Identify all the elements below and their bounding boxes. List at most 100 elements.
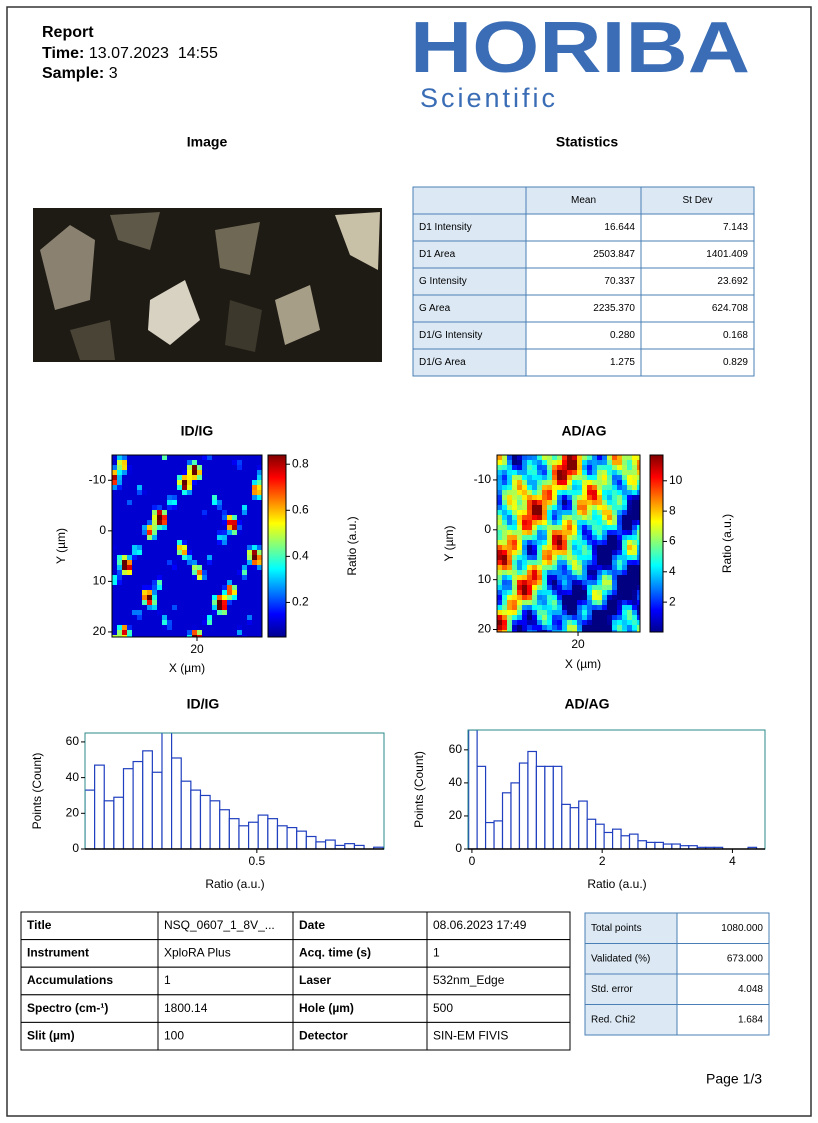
heatmap-pixel xyxy=(582,600,587,605)
heatmap-pixel xyxy=(177,625,182,630)
cell-value: 624.708 xyxy=(712,303,749,314)
heatmap-pixel xyxy=(117,465,122,470)
heatmap-pixel xyxy=(567,515,572,520)
heatmap-pixel xyxy=(157,580,162,585)
heatmap-pixel xyxy=(537,605,542,610)
heatmap-pixel xyxy=(177,460,182,465)
bar xyxy=(630,834,638,849)
heatmap-pixel xyxy=(252,525,257,530)
heatmap-pixel xyxy=(162,565,167,570)
heatmap-pixel xyxy=(142,495,147,500)
heatmap-pixel xyxy=(562,610,567,615)
heatmap-pixel xyxy=(207,475,212,480)
heatmap-pixel xyxy=(202,630,207,635)
heatmap-pixel xyxy=(497,505,502,510)
heatmap-pixel xyxy=(197,465,202,470)
heatmap-pixel xyxy=(497,495,502,500)
heatmap-pixel xyxy=(212,585,217,590)
heatmap-pixel xyxy=(587,570,592,575)
heatmap-pixel xyxy=(167,475,172,480)
heatmap-pixel xyxy=(237,585,242,590)
heatmap-pixel xyxy=(572,495,577,500)
heatmap-pixel xyxy=(537,515,542,520)
heatmap-pixel xyxy=(172,460,177,465)
heatmap-pixel xyxy=(537,535,542,540)
heatmap-pixel xyxy=(187,555,192,560)
bar xyxy=(95,765,105,849)
bar xyxy=(181,781,191,849)
heatmap-pixel xyxy=(557,520,562,525)
heatmap-pixel xyxy=(217,515,222,520)
heatmap-pixel xyxy=(142,505,147,510)
heatmap-pixel xyxy=(507,475,512,480)
heatmap-pixel xyxy=(537,490,542,495)
section-title: Image xyxy=(187,134,228,150)
heatmap-pixel xyxy=(217,545,222,550)
heatmap-pixel xyxy=(167,540,172,545)
heatmap-pixel xyxy=(227,490,232,495)
heatmap-pixel xyxy=(217,560,222,565)
heatmap-pixel xyxy=(627,600,632,605)
heatmap-pixel xyxy=(182,510,187,515)
heatmap-pixel xyxy=(207,560,212,565)
heatmap-pixel xyxy=(542,490,547,495)
heatmap-pixel xyxy=(242,520,247,525)
heatmap-pixel xyxy=(132,505,137,510)
heatmap-pixel xyxy=(562,560,567,565)
heatmap-pixel xyxy=(252,570,257,575)
heatmap-pixel xyxy=(522,595,527,600)
heatmap-pixel xyxy=(567,590,572,595)
heatmap-pixel xyxy=(527,520,532,525)
heatmap-pixel xyxy=(522,570,527,575)
heatmap-pixel xyxy=(172,510,177,515)
heatmap-pixel xyxy=(617,560,622,565)
heatmap-pixel xyxy=(232,515,237,520)
heatmap-pixel xyxy=(192,595,197,600)
heatmap-pixel xyxy=(632,510,637,515)
heatmap-pixel xyxy=(247,460,252,465)
heatmap-pixel xyxy=(527,505,532,510)
heatmap-pixel xyxy=(132,550,137,555)
heatmap-pixel xyxy=(552,560,557,565)
table-cell xyxy=(158,967,293,995)
heatmap-pixel xyxy=(242,590,247,595)
heatmap-pixel xyxy=(232,560,237,565)
heatmap-pixel xyxy=(617,565,622,570)
heatmap-pixel xyxy=(172,565,177,570)
heatmap-pixel xyxy=(622,580,627,585)
heatmap-pixel xyxy=(157,555,162,560)
heatmap-pixel xyxy=(607,605,612,610)
heatmap-pixel xyxy=(567,510,572,515)
heatmap-pixel xyxy=(527,480,532,485)
heatmap-pixel xyxy=(127,545,132,550)
cell-value: 0.168 xyxy=(723,330,748,341)
heatmap-pixel xyxy=(227,540,232,545)
heatmap-pixel xyxy=(187,510,192,515)
y-axis-label: Y (µm) xyxy=(54,528,68,564)
heatmap-pixel xyxy=(632,545,637,550)
column-header: St Dev xyxy=(682,195,712,206)
heatmap-pixel xyxy=(512,605,517,610)
heatmap-pixel xyxy=(512,455,517,460)
heatmap-pixel xyxy=(182,485,187,490)
heatmap-pixel xyxy=(212,605,217,610)
heatmap-pixel xyxy=(187,490,192,495)
heatmap-pixel xyxy=(527,515,532,520)
heatmap-pixel xyxy=(627,570,632,575)
heatmap-pixel xyxy=(112,515,117,520)
heatmap-pixel xyxy=(562,505,567,510)
heatmap-pixel xyxy=(557,540,562,545)
heatmap-pixel xyxy=(217,520,222,525)
heatmap-pixel xyxy=(517,485,522,490)
heatmap-pixel xyxy=(142,570,147,575)
heatmap-pixel xyxy=(212,560,217,565)
heatmap-pixel xyxy=(117,540,122,545)
heatmap-pixel xyxy=(207,500,212,505)
heatmap-pixel xyxy=(252,595,257,600)
heatmap-pixel xyxy=(167,615,172,620)
heatmap-pixel xyxy=(542,475,547,480)
heatmap-pixel xyxy=(137,455,142,460)
heatmap-pixel xyxy=(152,630,157,635)
heatmap-pixel xyxy=(207,540,212,545)
heatmap-pixel xyxy=(587,530,592,535)
